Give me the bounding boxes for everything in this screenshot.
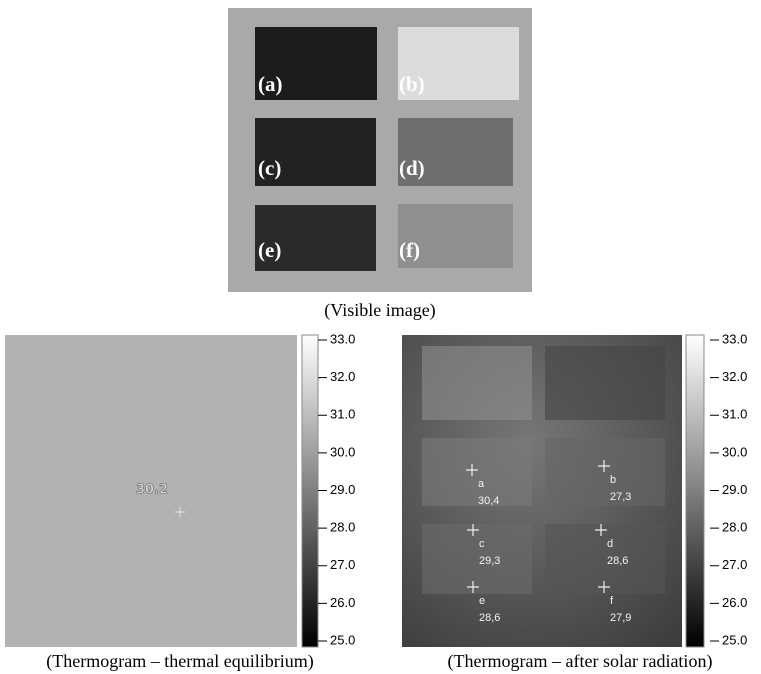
sample-label: (e) bbox=[258, 238, 281, 262]
caption: (Thermogram – after solar radiation) bbox=[448, 651, 713, 672]
sample-label: (d) bbox=[399, 156, 425, 180]
scale-label: 32.0 bbox=[722, 369, 747, 384]
point-reading: 30,4 bbox=[478, 495, 499, 507]
sample-label: (a) bbox=[258, 72, 283, 96]
point-reading: 27,3 bbox=[610, 491, 631, 503]
point-label: e bbox=[479, 595, 485, 607]
scale-label: 33.0 bbox=[722, 331, 747, 346]
scale-label: 31.0 bbox=[330, 407, 355, 422]
sample-region bbox=[422, 524, 532, 594]
scale-label: 30.0 bbox=[722, 444, 747, 459]
point-label: c bbox=[479, 538, 485, 550]
scale-label: 29.0 bbox=[330, 482, 355, 497]
sample-region bbox=[545, 346, 665, 420]
scale-label: 28.0 bbox=[722, 520, 747, 535]
sample-label: (b) bbox=[399, 72, 425, 96]
point-reading: 27,9 bbox=[610, 612, 631, 624]
figure: (Visible image) 30.2 (Thermogram – therm… bbox=[0, 0, 761, 674]
point-reading: 28,6 bbox=[479, 612, 500, 624]
point-label: d bbox=[607, 538, 613, 550]
sample-label: (f) bbox=[399, 238, 420, 262]
point-label: b bbox=[610, 474, 616, 486]
point-reading: 29,3 bbox=[479, 555, 500, 567]
sample-label: (c) bbox=[258, 156, 281, 180]
sample-region bbox=[545, 524, 665, 594]
scale-label: 27.0 bbox=[330, 557, 355, 572]
scale-label: 26.0 bbox=[722, 595, 747, 610]
scale-label: 28.0 bbox=[330, 520, 355, 535]
scale-label: 29.0 bbox=[722, 482, 747, 497]
scale-label: 25.0 bbox=[330, 632, 355, 647]
point-reading: 28,6 bbox=[607, 555, 628, 567]
scale-label: 25.0 bbox=[722, 632, 747, 647]
caption: (Visible image) bbox=[324, 300, 435, 321]
scale-label: 31.0 bbox=[722, 407, 747, 422]
reading: 30.2 bbox=[136, 483, 168, 498]
scale-label: 27.0 bbox=[722, 557, 747, 572]
scale-label: 30.0 bbox=[330, 444, 355, 459]
point-label: a bbox=[478, 478, 485, 490]
scale-label: 32.0 bbox=[330, 369, 355, 384]
colorbar bbox=[302, 335, 318, 647]
scale-label: 33.0 bbox=[330, 331, 355, 346]
sample-region bbox=[422, 346, 532, 420]
sample-region bbox=[422, 438, 532, 506]
scale-label: 26.0 bbox=[330, 595, 355, 610]
caption: (Thermogram – thermal equilibrium) bbox=[46, 651, 313, 672]
sample-region bbox=[545, 438, 665, 506]
colorbar bbox=[686, 335, 704, 647]
